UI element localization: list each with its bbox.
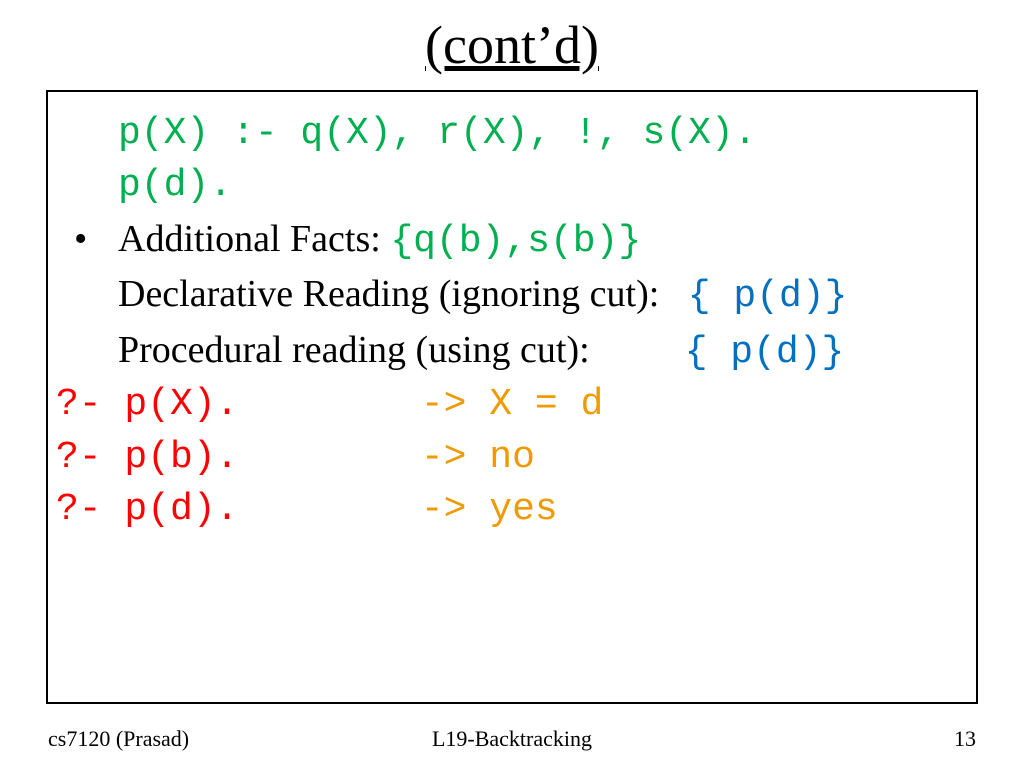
slide-title: (cont’d) bbox=[0, 0, 1024, 82]
footer-center: L19-Backtracking bbox=[357, 726, 666, 752]
query-row-2: ?- p(b). -> no bbox=[56, 432, 968, 484]
decl-code: { p(d)} bbox=[688, 275, 848, 318]
bullet-content: Additional Facts: {q(b),s(b)} bbox=[118, 213, 641, 268]
footer: cs7120 (Prasad) L19-Backtracking 13 bbox=[0, 726, 1024, 752]
bullet-label: Additional Facts: bbox=[118, 218, 390, 260]
gap-1 bbox=[238, 383, 420, 426]
decl-label: Declarative Reading (ignoring cut): bbox=[118, 273, 688, 315]
answer-2: -> no bbox=[421, 436, 535, 479]
proc-code: { p(d)} bbox=[685, 331, 845, 374]
code-rule-1: p(X) :- q(X), r(X), !, s(X). bbox=[56, 108, 968, 160]
proc-label: Procedural reading (using cut): bbox=[118, 329, 685, 371]
bullet-code: {q(b),s(b)} bbox=[390, 220, 641, 263]
footer-right: 13 bbox=[667, 726, 976, 752]
procedural-reading: Procedural reading (using cut): { p(d)} bbox=[56, 324, 968, 379]
query-row-1: ?- p(X). -> X = d bbox=[56, 379, 968, 431]
bullet-additional-facts: • Additional Facts: {q(b),s(b)} bbox=[56, 213, 968, 268]
query-row-3: ?- p(d). -> yes bbox=[56, 484, 968, 536]
gap-2 bbox=[238, 436, 420, 479]
query-3: ?- p(d). bbox=[56, 488, 238, 531]
query-2: ?- p(b). bbox=[56, 436, 238, 479]
answer-3: -> yes bbox=[421, 488, 558, 531]
bullet-dot-icon: • bbox=[74, 213, 118, 265]
content-box: p(X) :- q(X), r(X), !, s(X). p(d). • Add… bbox=[46, 90, 978, 704]
code-rule-2: p(d). bbox=[56, 160, 968, 212]
query-1: ?- p(X). bbox=[56, 383, 238, 426]
gap-3 bbox=[238, 488, 420, 531]
declarative-reading: Declarative Reading (ignoring cut): { p(… bbox=[56, 268, 968, 323]
slide: (cont’d) p(X) :- q(X), r(X), !, s(X). p(… bbox=[0, 0, 1024, 768]
footer-left: cs7120 (Prasad) bbox=[48, 726, 357, 752]
answer-1: -> X = d bbox=[421, 383, 603, 426]
